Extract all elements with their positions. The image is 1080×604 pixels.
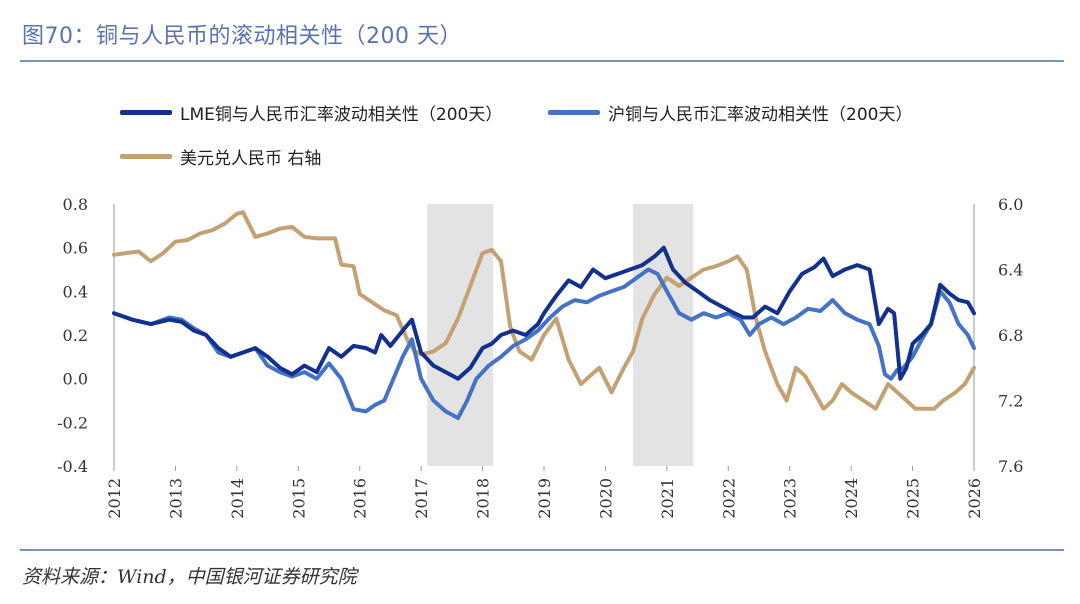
shaded-period-0 bbox=[427, 204, 494, 466]
x-tick-label-10: 2022 bbox=[719, 478, 738, 519]
x-tick-label-6: 2018 bbox=[474, 478, 493, 519]
x-tick-label-13: 2025 bbox=[904, 478, 923, 519]
x-tick-label-4: 2016 bbox=[351, 478, 370, 519]
x-tick-label-0: 2012 bbox=[105, 478, 124, 519]
x-tick-label-11: 2023 bbox=[781, 478, 800, 519]
x-tick-label-14: 2026 bbox=[965, 478, 984, 519]
legend-label-usdcny: 美元兑人民币 右轴 bbox=[180, 149, 322, 169]
legend-label-sh: 沪铜与人民币汇率波动相关性（200天） bbox=[608, 105, 913, 125]
series-line-sh bbox=[112, 267, 976, 420]
legend-swatch-sh bbox=[548, 110, 600, 115]
page-title: 图70：铜与人民币的滚动相关性（200 天） bbox=[22, 24, 462, 49]
series-line-usdcny bbox=[112, 210, 976, 411]
right-y-tick-4: 7.6 bbox=[998, 457, 1023, 476]
x-tick-label-3: 2015 bbox=[289, 478, 308, 519]
left-y-tick-4: 0.0 bbox=[63, 370, 88, 389]
x-tick-label-5: 2017 bbox=[412, 478, 431, 519]
x-tick-label-2: 2014 bbox=[228, 478, 247, 519]
source-divider bbox=[20, 549, 1064, 551]
legend-item-lme: LME铜与人民币汇率波动相关性（200天） bbox=[120, 100, 502, 125]
legend-item-usdcny: 美元兑人民币 右轴 bbox=[120, 144, 321, 169]
legend-item-sh: 沪铜与人民币汇率波动相关性（200天） bbox=[548, 100, 912, 125]
right-y-tick-1: 6.4 bbox=[998, 261, 1023, 280]
series-line-lme bbox=[112, 245, 976, 381]
left-y-tick-2: 0.4 bbox=[63, 282, 88, 301]
left-y-tick-3: 0.2 bbox=[63, 326, 88, 345]
left-y-tick-1: 0.6 bbox=[63, 239, 88, 258]
title-divider bbox=[20, 60, 1064, 62]
legend-swatch-lme bbox=[120, 110, 172, 115]
x-tick-label-7: 2019 bbox=[535, 478, 554, 519]
left-y-tick-5: -0.2 bbox=[57, 413, 88, 432]
x-tick-label-1: 2013 bbox=[166, 478, 185, 519]
right-y-tick-3: 7.2 bbox=[998, 392, 1023, 411]
source-note: 资料来源：Wind，中国银河证券研究院 bbox=[22, 566, 357, 588]
legend-label-lme: LME铜与人民币汇率波动相关性（200天） bbox=[180, 105, 503, 125]
x-tick-label-12: 2024 bbox=[842, 478, 861, 519]
left-y-tick-0: 0.8 bbox=[63, 195, 88, 214]
legend-swatch-usdcny bbox=[120, 154, 172, 159]
right-y-tick-0: 6.0 bbox=[998, 195, 1023, 214]
right-y-tick-2: 6.8 bbox=[998, 326, 1023, 345]
shaded-period-1 bbox=[633, 204, 694, 466]
x-tick-label-8: 2020 bbox=[596, 478, 615, 519]
x-tick-label-9: 2021 bbox=[658, 478, 677, 519]
left-y-tick-6: -0.4 bbox=[57, 457, 88, 476]
